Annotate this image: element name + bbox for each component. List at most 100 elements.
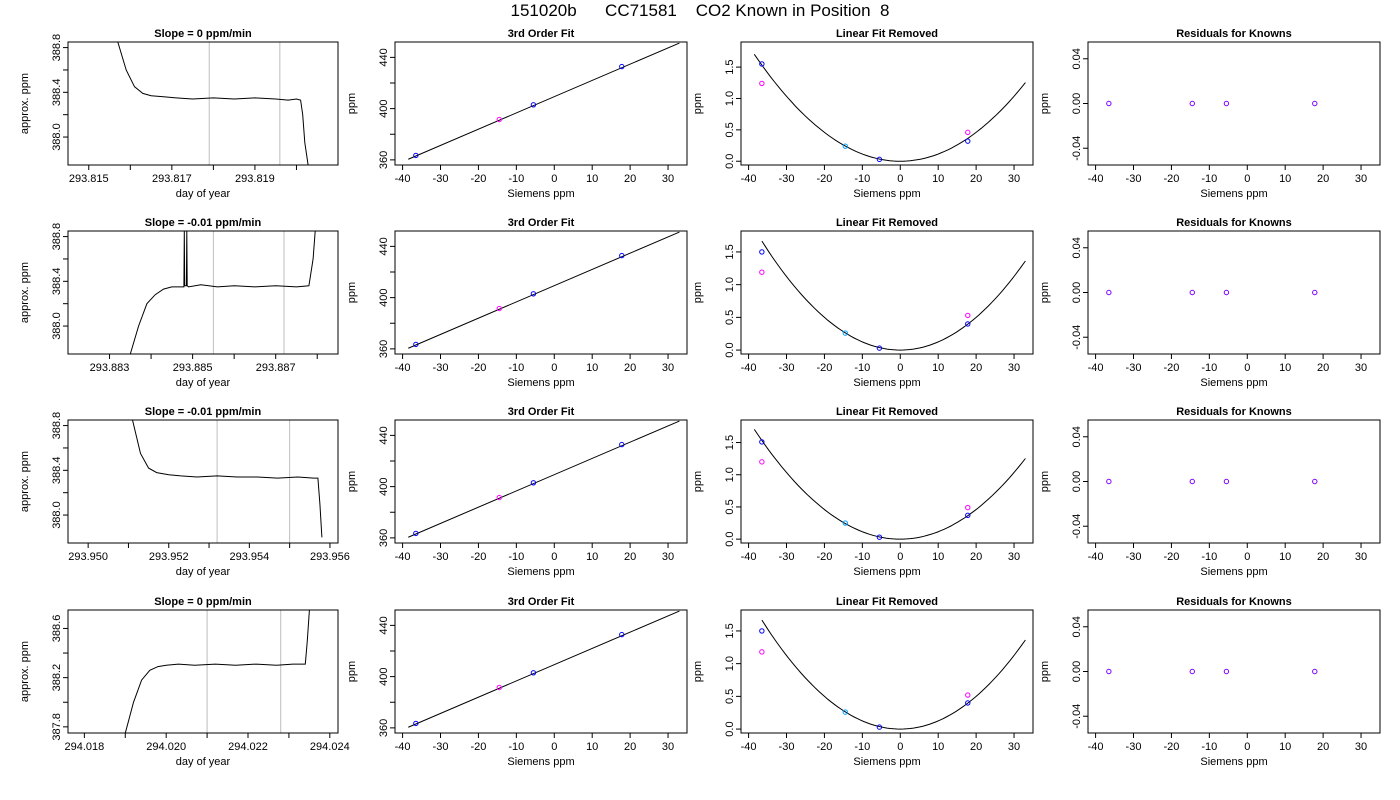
x-tick-label: -10 [854, 173, 870, 185]
x-axis-label: day of year [176, 188, 231, 200]
panel-title: Linear Fit Removed [836, 596, 938, 608]
y-tick-label: 0.00 [1071, 282, 1083, 303]
x-tick-label: -30 [1126, 173, 1142, 185]
x-tick-label: -30 [433, 173, 449, 185]
panel-frame [1087, 230, 1381, 355]
x-tick-label: 293.950 [68, 551, 108, 563]
data-point [1312, 289, 1318, 296]
panel-frame [1087, 419, 1381, 544]
y-axis-label: ppm [692, 661, 704, 682]
data-point [1223, 478, 1230, 485]
x-tick-label: 20 [970, 741, 982, 753]
chart-panel-r2-c0: Slope = -0.01 ppm/min 293.950 293.952 293.9… [19, 406, 350, 578]
x-tick-label: 0 [1244, 173, 1250, 185]
panel-title: Slope = -0.01 ppm/min [145, 217, 262, 229]
data-point [965, 700, 971, 706]
y-tick-label: 440 [378, 48, 390, 66]
y-axis-label: ppm [1039, 93, 1051, 114]
y-tick-label: 1.5 [724, 435, 736, 450]
x-axis-label: Siemens ppm [1200, 377, 1267, 389]
y-tick-label: 388.4 [51, 268, 63, 296]
y-axis-label: ppm [692, 471, 704, 492]
x-tick-label: -40 [741, 362, 757, 374]
data-point [496, 305, 502, 312]
x-tick-label: 30 [662, 741, 674, 753]
x-tick-label: 20 [624, 173, 636, 185]
x-tick-label: -20 [470, 741, 486, 753]
x-tick-label: 0 [551, 362, 557, 374]
y-tick-label: 0.0 [724, 154, 736, 169]
data-point [1312, 478, 1318, 485]
y-tick-label: 1.0 [724, 467, 736, 482]
x-tick-label: 294.018 [64, 741, 104, 753]
y-tick-label: -0.04 [1071, 704, 1083, 729]
panel-title: 3rd Order Fit [508, 28, 575, 40]
x-axis-label: Siemens ppm [853, 377, 920, 389]
y-tick-label: -0.04 [1071, 325, 1083, 350]
x-tick-label: 20 [624, 362, 636, 374]
y-tick-label: 360 [378, 529, 390, 547]
x-tick-label: 0 [897, 551, 903, 563]
data-point [619, 441, 625, 448]
data-point [965, 312, 971, 319]
data-point [842, 520, 848, 526]
x-tick-label: 20 [1317, 741, 1329, 753]
y-axis-label: ppm [346, 471, 358, 492]
figure-title: 151020b CC71581 CO2 Known in Position 8 [510, 1, 890, 20]
co2-trace-line [129, 231, 316, 354]
y-tick-label: 400 [378, 99, 390, 117]
x-tick-label: -40 [1088, 741, 1104, 753]
chart-panel-r0-c1: 3rd Order Fit -40 -30 -20 -10 0 10 20 30 360 400 44… [346, 28, 688, 200]
x-tick-label: 30 [1355, 173, 1367, 185]
panel-frame [394, 230, 688, 355]
y-tick-label: 360 [378, 340, 390, 358]
panel-title: Residuals for Knowns [1176, 596, 1292, 608]
panel-title: Residuals for Knowns [1176, 28, 1292, 40]
x-tick-label: -10 [854, 362, 870, 374]
y-axis-label: approx. ppm [19, 262, 31, 323]
x-tick-label: -30 [1126, 362, 1142, 374]
quadratic-fit-curve [753, 54, 1026, 162]
x-tick-label: 0 [551, 173, 557, 185]
y-tick-label: 0.0 [724, 342, 736, 357]
chart-panel-r3-c0: Slope = 0 ppm/min 294.018 294.020 294.022 29… [19, 596, 350, 768]
data-point [965, 129, 971, 136]
x-tick-label: 20 [624, 551, 636, 563]
chart-panel-r2-c2: Linear Fit Removed -40 -30 -20 -10 0 10 20 30 0.0… [692, 406, 1034, 578]
x-tick-label: -40 [1088, 551, 1104, 563]
x-tick-label: 293.815 [69, 173, 109, 185]
quadratic-fit-curve [761, 619, 1026, 730]
x-tick-label: 294.022 [228, 741, 268, 753]
data-point [619, 63, 625, 70]
data-point [1189, 100, 1195, 107]
x-tick-label: 293.819 [235, 173, 275, 185]
x-tick-label: 0 [897, 741, 903, 753]
y-tick-label: 440 [378, 426, 390, 444]
quadratic-fit-curve [753, 429, 1026, 540]
data-point [530, 480, 537, 486]
x-tick-label: 30 [1355, 551, 1367, 563]
co2-trace-line [132, 420, 323, 538]
x-tick-label: -10 [854, 551, 870, 563]
x-tick-label: -10 [508, 173, 524, 185]
chart-panel-r0-c3: Residuals for Knowns -40 -30 -20 -10 0 10 20 30 -… [1039, 28, 1381, 200]
data-point [1106, 478, 1112, 485]
x-tick-label: 30 [662, 362, 674, 374]
x-tick-label: 10 [586, 551, 598, 563]
x-tick-label: 20 [1317, 173, 1329, 185]
quadratic-fit-curve [761, 240, 1026, 351]
x-tick-label: -20 [1163, 362, 1179, 374]
x-tick-label: 0 [551, 551, 557, 563]
x-axis-label: Siemens ppm [853, 566, 920, 578]
y-tick-label: 0.04 [1071, 237, 1083, 258]
x-tick-label: 10 [1279, 173, 1291, 185]
y-tick-label: 1.0 [724, 656, 736, 671]
panel-frame [394, 41, 688, 166]
x-tick-label: -10 [1201, 362, 1217, 374]
y-axis-label: ppm [1039, 471, 1051, 492]
chart-panel-r1-c3: Residuals for Knowns -40 -30 -20 -10 0 10 20 30 -… [1039, 217, 1381, 389]
x-tick-label: -20 [1163, 741, 1179, 753]
chart-panel-r0-c0: Slope = 0 ppm/min 293.815 293.817 293.819 38… [19, 28, 339, 200]
data-point [876, 345, 883, 351]
x-tick-label: 30 [1008, 741, 1020, 753]
